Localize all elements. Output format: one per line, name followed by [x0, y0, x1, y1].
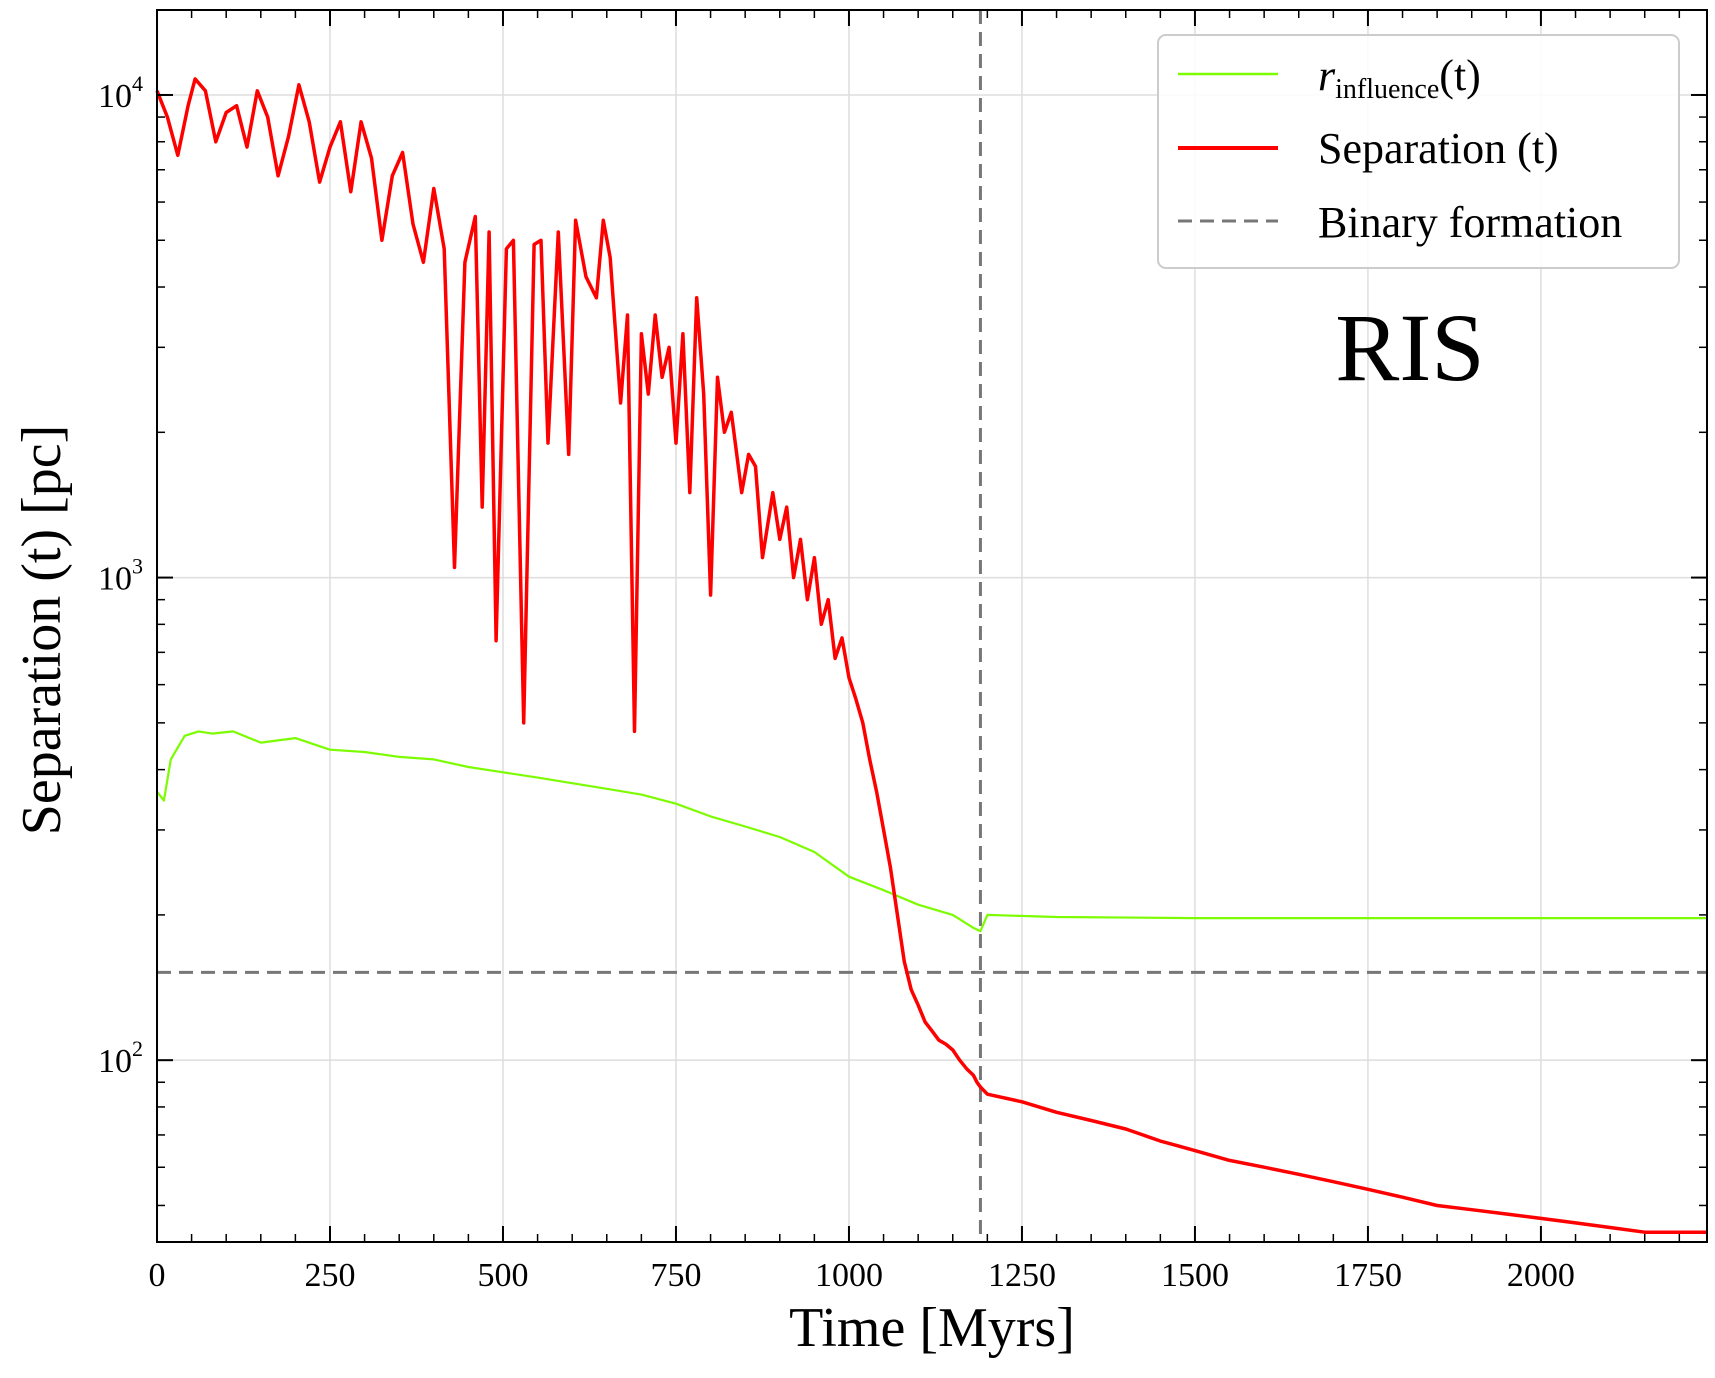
legend-label-binary-formation: Binary formation: [1318, 198, 1622, 247]
x-tick-label: 1000: [815, 1257, 883, 1294]
x-tick-label: 1750: [1334, 1257, 1402, 1294]
r-influence-series-line: [156, 730, 1707, 933]
separation-series-line: [155, 77, 1707, 1234]
x-tick-label: 1500: [1161, 1257, 1229, 1294]
y-tick-label: 103: [98, 554, 143, 598]
y-tick-label: 104: [98, 71, 143, 115]
legend-label-r-influence: rinfluence(t): [1318, 51, 1481, 105]
y-axis-label: Separation (t) [pc]: [11, 425, 73, 835]
legend-box: [1157, 34, 1680, 269]
x-tick-label: 250: [304, 1257, 355, 1294]
grid: [156, 10, 1707, 1242]
x-tick-label: 750: [650, 1257, 701, 1294]
ris-annotation: RIS: [1335, 294, 1484, 401]
x-axis-label: Time [Myrs]: [789, 1297, 1075, 1359]
x-tick-label: 500: [477, 1257, 528, 1294]
y-tick-label: 102: [98, 1036, 143, 1080]
legend: rinfluence(t) Separation (t) Binary form…: [1157, 34, 1680, 269]
x-tick-label: 0: [149, 1257, 166, 1294]
tick-labels: 0 250 500 750 1000 1250 1500 1750 2000 102 103 104: [98, 71, 1575, 1294]
legend-label-separation: Separation (t): [1318, 124, 1559, 173]
x-tick-label: 1250: [988, 1257, 1056, 1294]
ticks: [156, 10, 1707, 1242]
series-layer: [155, 10, 1707, 1242]
plot-frame: [156, 9, 1708, 1243]
x-tick-label: 2000: [1507, 1257, 1575, 1294]
